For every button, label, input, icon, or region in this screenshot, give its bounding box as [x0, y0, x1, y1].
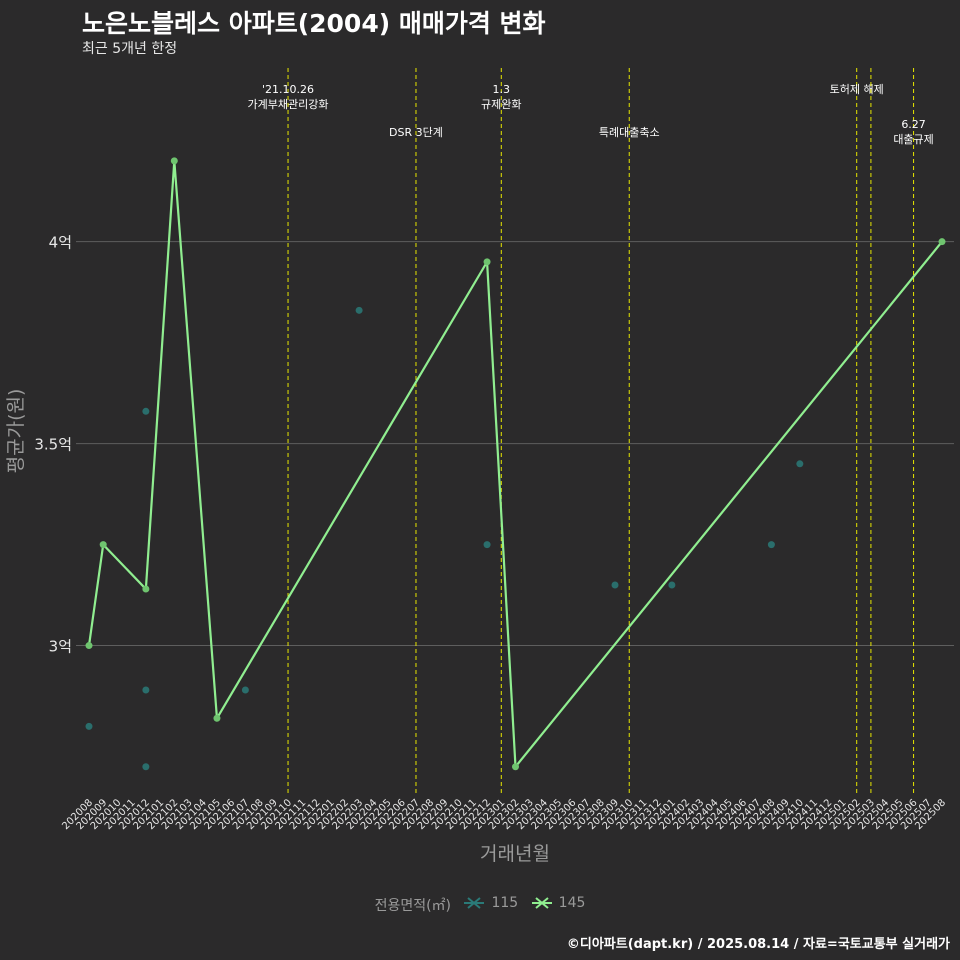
event-label: 특례대출축소 — [599, 126, 660, 139]
point-115 — [796, 460, 804, 468]
legend-item-115: 115 — [463, 895, 518, 911]
series-line-145 — [87, 160, 943, 770]
event-label: '21.10.26 — [262, 83, 314, 96]
event-label: 가계부채관리강화 — [248, 98, 329, 111]
point-145 — [99, 541, 107, 549]
y-tick-label: 3억 — [49, 638, 72, 656]
point-115 — [142, 763, 150, 771]
legend-label-115: 115 — [491, 895, 519, 911]
point-115 — [142, 686, 150, 694]
event-label: 6.27 — [901, 118, 926, 131]
legend-item-145: 145 — [531, 895, 586, 911]
y-tick-label: 4억 — [49, 234, 72, 252]
event-label: 대출규제 — [893, 133, 933, 146]
event-label: 규제완화 — [481, 98, 521, 111]
event-label: DSR 3단계 — [389, 126, 443, 139]
point-115 — [241, 686, 249, 694]
point-115 — [142, 407, 150, 415]
point-115 — [85, 722, 93, 730]
point-115 — [355, 306, 363, 314]
event-label: 토허제 해제 — [830, 82, 884, 96]
point-145 — [938, 238, 946, 246]
point-145 — [213, 714, 221, 722]
legend-label-145: 145 — [558, 895, 586, 911]
point-115 — [611, 581, 619, 589]
y-axis-title: 평균가(원) — [5, 389, 27, 474]
point-145 — [85, 642, 93, 650]
y-tick-label: 3.5억 — [34, 436, 72, 454]
chart-title: 노은노블레스 아파트(2004) 매매가격 변화 — [82, 9, 546, 38]
legend-title: 전용면적(㎡) — [374, 898, 452, 914]
chart-subtitle: 최근 5개년 한정 — [82, 41, 178, 57]
legend-key-115-icon — [464, 897, 485, 909]
point-115 — [483, 541, 491, 549]
point-145 — [483, 258, 491, 266]
event-label: 1.3 — [493, 83, 511, 96]
point-145 — [170, 157, 178, 165]
point-115 — [767, 541, 775, 549]
legend: 전용면적(㎡) 115 145 — [0, 895, 960, 915]
point-145 — [512, 763, 519, 771]
point-115 — [668, 581, 676, 589]
legend-key-145-icon — [531, 897, 552, 909]
point-145 — [142, 585, 150, 593]
x-axis-title: 거래년월 — [480, 843, 550, 865]
caption: ©디아파트(dapt.kr) / 2025.08.14 / 자료=국토교통부 실… — [566, 937, 950, 952]
